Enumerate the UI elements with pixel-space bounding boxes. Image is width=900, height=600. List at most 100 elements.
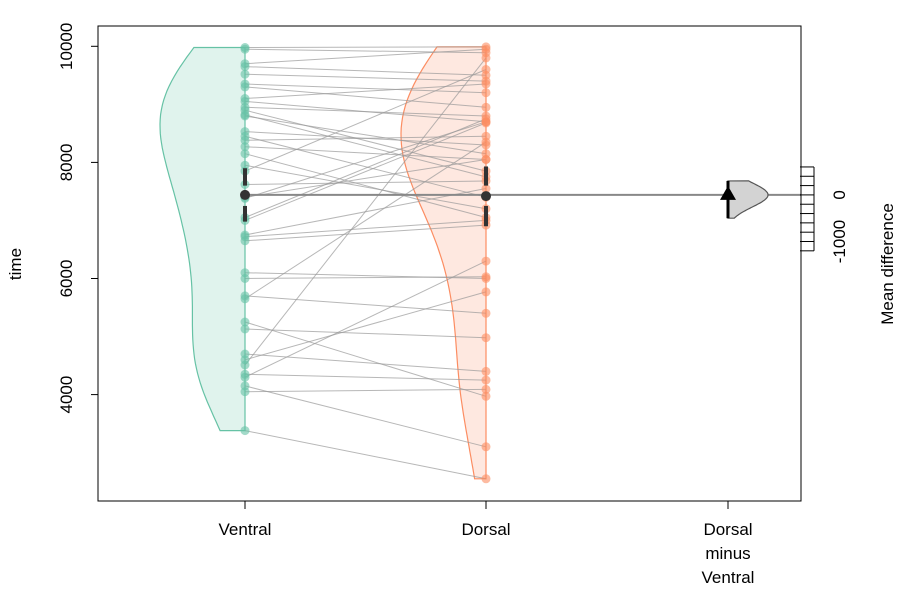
data-point-ventral bbox=[240, 111, 250, 121]
left-tick-label: 4000 bbox=[57, 376, 76, 414]
data-point-dorsal bbox=[481, 474, 491, 484]
data-point-dorsal bbox=[481, 308, 491, 318]
pair-line bbox=[244, 321, 487, 397]
violin-ventral bbox=[159, 46, 246, 432]
data-point-ventral bbox=[240, 236, 250, 246]
data-point-ventral bbox=[240, 62, 250, 72]
pair-line bbox=[244, 353, 487, 372]
pair-line bbox=[244, 219, 487, 238]
pair-line bbox=[244, 146, 487, 160]
pair-line bbox=[244, 260, 487, 378]
data-point-dorsal bbox=[481, 102, 491, 112]
pair-line bbox=[244, 385, 487, 448]
pair-line bbox=[244, 122, 487, 221]
data-point-ventral bbox=[240, 149, 250, 159]
violins bbox=[159, 46, 487, 480]
mean-difference-estimate bbox=[720, 185, 736, 200]
y-axis-label: time bbox=[6, 248, 25, 280]
plot-frame bbox=[97, 25, 802, 502]
x-tick-label: Ventral bbox=[702, 568, 755, 587]
pair-line bbox=[244, 159, 487, 198]
data-point-dorsal bbox=[481, 375, 491, 385]
mean-difference-distribution bbox=[727, 180, 769, 219]
data-point-dorsal bbox=[481, 79, 491, 89]
data-point-ventral bbox=[240, 294, 250, 304]
data-point-dorsal bbox=[481, 256, 491, 266]
pair-line bbox=[244, 83, 487, 94]
pair-line bbox=[244, 57, 487, 366]
data-point-dorsal bbox=[481, 442, 491, 452]
x-axis: Ventral Dorsal Dorsal minus Ventral bbox=[219, 501, 755, 587]
pair-line bbox=[244, 164, 487, 210]
data-point-ventral bbox=[240, 69, 250, 79]
pair-line bbox=[244, 430, 487, 480]
paired-lines bbox=[244, 46, 487, 480]
pair-line bbox=[244, 69, 487, 172]
data-point-ventral bbox=[240, 387, 250, 397]
data-point-ventral bbox=[240, 317, 250, 327]
data-point-dorsal bbox=[481, 44, 491, 54]
group-summaries bbox=[240, 166, 801, 227]
right-y-axis-label: Mean difference bbox=[878, 203, 897, 325]
data-point-ventral bbox=[240, 142, 250, 152]
pair-line bbox=[244, 180, 487, 185]
left-tick-label: 10000 bbox=[57, 23, 76, 70]
x-tick-label: minus bbox=[705, 544, 750, 563]
pair-line bbox=[244, 73, 487, 82]
data-point-ventral bbox=[240, 360, 250, 370]
left-tick-label: 6000 bbox=[57, 260, 76, 298]
pair-line bbox=[244, 388, 487, 393]
pair-line bbox=[244, 295, 487, 314]
data-point-dorsal bbox=[481, 333, 491, 343]
summary-mean-point bbox=[240, 189, 250, 200]
data-point-ventral bbox=[240, 82, 250, 92]
pair-line bbox=[244, 135, 487, 141]
pair-line bbox=[244, 291, 487, 361]
pair-line bbox=[244, 48, 487, 65]
pair-line bbox=[244, 121, 487, 199]
data-point-dorsal bbox=[481, 391, 491, 401]
pair-line bbox=[244, 224, 487, 242]
pair-line bbox=[244, 106, 487, 117]
x-tick-label: Ventral bbox=[219, 520, 272, 539]
data-point-dorsal bbox=[481, 384, 491, 394]
data-point-ventral bbox=[240, 274, 250, 283]
pair-line bbox=[244, 141, 487, 300]
right-tick-label: 0 bbox=[830, 190, 849, 199]
summary-mean-point bbox=[481, 191, 491, 202]
pair-line bbox=[244, 46, 487, 48]
data-point-dorsal bbox=[481, 272, 491, 282]
right-tick-label: -1000 bbox=[830, 220, 849, 263]
data-point-ventral bbox=[240, 426, 250, 436]
pair-line bbox=[244, 276, 487, 279]
pair-line bbox=[244, 118, 487, 218]
left-tick-label: 8000 bbox=[57, 143, 76, 181]
data-point-dorsal bbox=[481, 53, 491, 63]
x-tick-label: Dorsal bbox=[703, 520, 752, 539]
pair-line bbox=[244, 109, 487, 172]
mean-difference-panel bbox=[720, 180, 769, 219]
left-y-axis: 4000 6000 8000 10000 bbox=[57, 23, 98, 414]
data-point-ventral bbox=[240, 324, 250, 334]
data-point-ventral bbox=[240, 44, 250, 54]
data-point-dorsal bbox=[481, 366, 491, 376]
pair-line bbox=[244, 373, 487, 381]
data-point-dorsal bbox=[481, 118, 491, 128]
data-point-dorsal bbox=[481, 88, 491, 98]
data-point-dorsal bbox=[481, 137, 491, 147]
data-point-dorsal bbox=[481, 287, 491, 297]
pair-line bbox=[244, 114, 487, 178]
data-point-ventral bbox=[240, 372, 250, 382]
pair-line bbox=[244, 66, 487, 76]
x-tick-label: Dorsal bbox=[461, 520, 510, 539]
pair-line bbox=[244, 328, 487, 339]
pair-line bbox=[244, 115, 487, 155]
pair-line bbox=[244, 153, 487, 218]
data-point-dorsal bbox=[481, 155, 491, 164]
data-point-dorsal bbox=[481, 184, 491, 193]
right-y-axis: 0 -1000 bbox=[800, 166, 849, 263]
data-point-ventral bbox=[240, 135, 250, 145]
pair-line bbox=[244, 135, 487, 198]
pair-line bbox=[244, 86, 487, 108]
